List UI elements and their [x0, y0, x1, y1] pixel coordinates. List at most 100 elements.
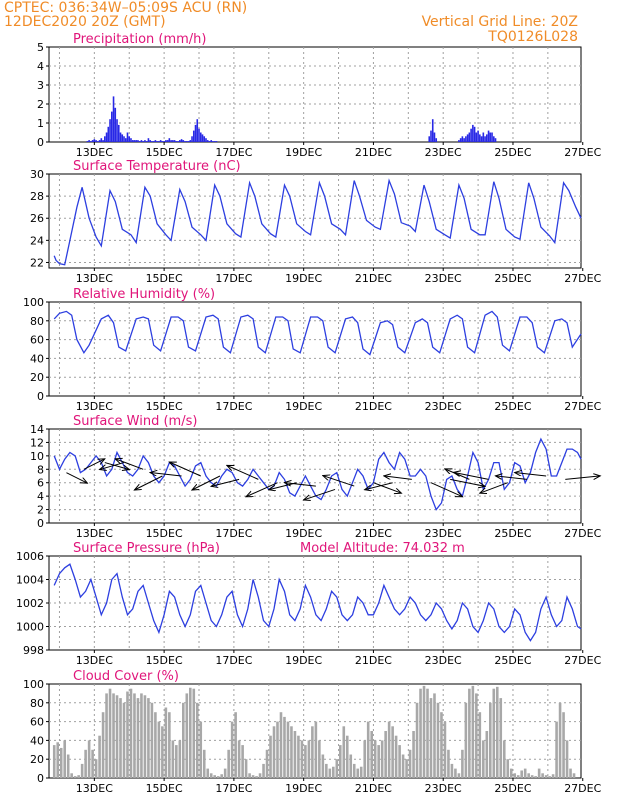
precip-bar-86 — [468, 132, 471, 142]
precip-xtick-label-2: 17DEC — [215, 146, 252, 159]
wind-ytick-label-4: 8 — [37, 463, 44, 476]
humidity-xtick-label-5: 23DEC — [425, 400, 462, 413]
wind-frame — [48, 428, 582, 524]
cloud-bar-87 — [356, 768, 360, 778]
temp-xtick-label-2: 17DEC — [215, 272, 252, 285]
temp-xtick-label-3: 19DEC — [285, 272, 322, 285]
cloud-bar-51 — [230, 721, 234, 778]
wind-vector-6 — [150, 473, 182, 477]
temp-xtick-label-7: 27DEC — [564, 272, 601, 285]
wind-xtick-label-6: 25DEC — [494, 527, 531, 540]
cloud-bar-15 — [105, 693, 108, 778]
pressure-ytick-label-0: 998 — [23, 644, 44, 657]
cloud-bar-103 — [412, 731, 415, 778]
precip-bar-20 — [121, 134, 124, 142]
cloud-xtick-label-6: 25DEC — [494, 782, 531, 795]
precip-bar-68 — [205, 138, 207, 142]
cloud-ytick-label-3: 60 — [30, 716, 44, 729]
cloud-bar-134 — [520, 770, 523, 778]
cloud-bar-20 — [122, 702, 126, 778]
temp-xtick-label-4: 21DEC — [355, 272, 392, 285]
precip-bar-10 — [104, 136, 106, 142]
precip-bar-71 — [210, 140, 213, 142]
cloud-bar-114 — [450, 763, 454, 778]
precip-xtick-label-5: 23DEC — [425, 146, 462, 159]
cloud-bar-49 — [223, 768, 227, 778]
wind-vector-25 — [515, 473, 547, 477]
precip-xtick-label-0: 13DEC — [76, 146, 113, 159]
precip-bar-91 — [477, 130, 479, 142]
cloud-xtick-label-2: 17DEC — [215, 782, 252, 795]
pressure-xtick-label-3: 19DEC — [285, 654, 322, 667]
wind-ytick-label-6: 12 — [30, 436, 44, 449]
cloud-bar-38 — [185, 693, 189, 778]
cloud-bar-57 — [251, 775, 255, 778]
precip-ytick-label-5: 5 — [37, 41, 44, 54]
cloud-bar-99 — [398, 745, 401, 778]
precip-ytick-label-1: 1 — [37, 117, 44, 130]
cloud-bar-77 — [321, 754, 325, 778]
wind-vector-18 — [384, 476, 412, 480]
temp-series-line — [53, 178, 582, 266]
precip-bar-9 — [102, 140, 104, 142]
cloud-bar-119 — [468, 688, 471, 778]
temp-xtick-label-1: 15DEC — [146, 272, 183, 285]
cloud-xtick-label-4: 21DEC — [355, 782, 392, 795]
cloud-bar-88 — [359, 766, 363, 778]
cloud-bar-85 — [349, 754, 353, 778]
precip-xtick-label-4: 21DEC — [355, 146, 392, 159]
precip-bar-31 — [140, 140, 143, 142]
wind-vector-14 — [304, 488, 336, 500]
cloud-bar-48 — [220, 774, 223, 778]
precip-bar-18 — [117, 124, 120, 142]
precip-bar-79 — [435, 138, 438, 142]
wind-vector-10 — [227, 465, 259, 480]
cloud-bar-3 — [63, 740, 66, 778]
precip-xtick-label-3: 19DEC — [285, 146, 322, 159]
cloud-bar-141 — [544, 775, 548, 778]
cloud-bar-149 — [572, 773, 576, 778]
cloud-bar-13 — [98, 735, 101, 778]
precip-bar-15 — [112, 96, 115, 142]
precip-frame — [48, 46, 582, 143]
cloud-bar-101 — [405, 759, 408, 778]
cloud-xtick-label-3: 19DEC — [285, 782, 322, 795]
precip-bar-26 — [131, 140, 134, 142]
cloud-bar-98 — [394, 735, 398, 778]
precip-bar-17 — [116, 119, 118, 142]
cloud-bar-79 — [328, 768, 332, 778]
temp-ytick-label-2: 26 — [30, 212, 44, 225]
precip-bar-92 — [479, 134, 481, 142]
humidity-ytick-label-3: 60 — [30, 334, 44, 347]
precip-bar-43 — [161, 141, 164, 142]
cloud-bar-27 — [147, 698, 150, 778]
cloud-bar-89 — [363, 740, 367, 778]
humidity-frame — [48, 301, 582, 397]
cloud-bar-55 — [244, 759, 248, 778]
precip-bar-94 — [482, 132, 485, 142]
cloud-bar-26 — [143, 695, 147, 778]
precip-bar-93 — [480, 136, 483, 142]
wind-xtick-label-7: 27DEC — [564, 527, 601, 540]
precip-bar-76 — [430, 130, 432, 142]
precip-xtick-label-1: 15DEC — [146, 146, 183, 159]
wind-vector-23 — [480, 482, 508, 494]
cloud-bar-100 — [401, 754, 405, 778]
cloud-bar-123 — [482, 740, 485, 778]
cloud-bar-18 — [115, 695, 119, 778]
precip-bar-4 — [93, 139, 96, 142]
cloud-xtick-label-0: 13DEC — [76, 782, 113, 795]
cloud-bar-59 — [258, 773, 262, 778]
wind-vector-24 — [495, 476, 527, 480]
precip-bar-67 — [203, 136, 206, 142]
precip-bar-64 — [198, 128, 200, 142]
precip-bar-56 — [184, 141, 186, 142]
cloud-bar-36 — [178, 740, 182, 778]
header-grid-note: Vertical Grid Line: 20Z — [421, 14, 578, 30]
cloud-bar-120 — [471, 685, 475, 778]
cloud-bar-104 — [415, 702, 419, 778]
precip-bar-25 — [130, 138, 132, 142]
temp-xtick-label-6: 25DEC — [494, 272, 531, 285]
precip-bar-37 — [151, 141, 153, 142]
cloud-bar-102 — [408, 749, 412, 778]
